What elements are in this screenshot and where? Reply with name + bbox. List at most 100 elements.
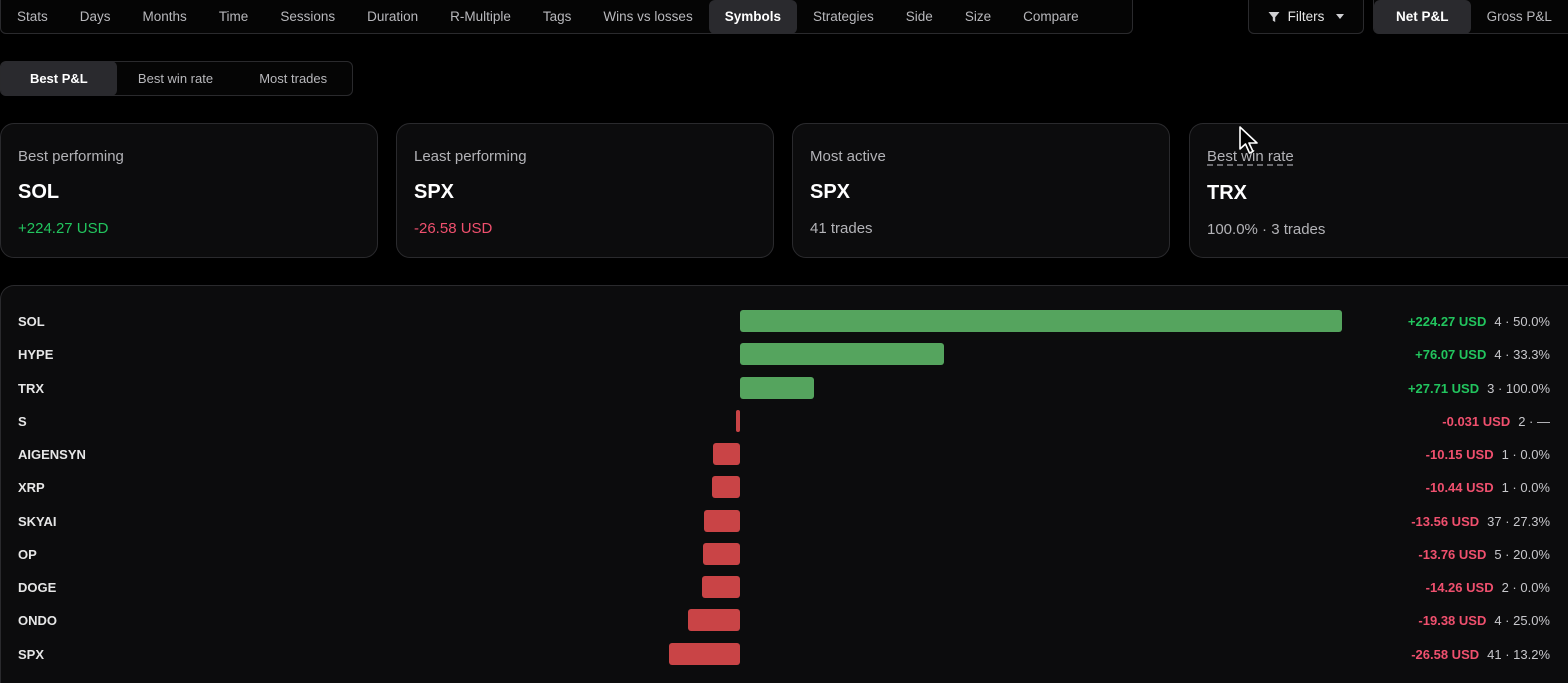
pnl-bar (703, 542, 740, 565)
pnl-value: +224.27 USD (1407, 314, 1487, 329)
symbol-label: HYPE (18, 347, 54, 363)
row-values: +224.27 USD 4 · 50.0% (1408, 305, 1550, 338)
pnl-value: -26.58 USD (1411, 646, 1480, 662)
tab-sessions[interactable]: Sessions (280, 9, 336, 24)
chart-row: SOL +224.27 USD 4 · 50.0% (1, 305, 1568, 338)
chart-row: XRP -10.44 USD 1 · 0.0% (1, 471, 1568, 504)
symbol-label: SPX (18, 646, 45, 662)
tab-tags[interactable]: Tags (542, 9, 572, 24)
card-value: SPX (810, 181, 851, 203)
symbol-label: OP (18, 546, 37, 562)
row-values: -26.58 USD 41 · 13.2% (1411, 638, 1550, 671)
symbol-label: S (18, 413, 27, 429)
sort-best-pnl[interactable]: Best P&L (1, 61, 117, 96)
card-label: Best performing (18, 148, 124, 165)
symbol-label: SKYAI (18, 513, 57, 529)
chart-row: TRX +27.71 USD 3 · 100.0% (1, 372, 1568, 405)
tab-months[interactable]: Months (142, 9, 187, 24)
sort-best-win-rate[interactable]: Best win rate (137, 71, 214, 86)
pnl-bar (687, 609, 740, 632)
chart-row: ONDO -19.38 USD 4 · 25.0% (1, 604, 1568, 637)
row-values: -13.56 USD 37 · 27.3% (1411, 505, 1550, 538)
trades-winrate: 37 · 27.3% (1487, 513, 1550, 529)
chart-row: OP -13.76 USD 5 · 20.0% (1, 538, 1568, 571)
pnl-bar (740, 310, 1342, 332)
card-most-active: Most active SPX 41 trades (792, 123, 1170, 258)
filters-button[interactable]: Filters (1248, 0, 1364, 34)
chart-row: AIGENSYN -10.15 USD 1 · 0.0% (1, 438, 1568, 471)
pnl-value: -19.38 USD (1418, 613, 1487, 629)
card-least-performing: Least performing SPX -26.58 USD (396, 123, 774, 258)
chart-row: DOGE -14.26 USD 2 · 0.0% (1, 571, 1568, 604)
trades-winrate: 2 · — (1518, 413, 1550, 429)
pnl-value: -10.15 USD (1425, 447, 1494, 462)
filter-icon (1268, 11, 1280, 22)
symbol-label: TRX (18, 380, 44, 396)
tab-r-multiple[interactable]: R-Multiple (450, 9, 511, 24)
pnl-value: -0.031 USD (1442, 413, 1511, 429)
row-values: -10.15 USD 1 · 0.0% (1426, 438, 1550, 471)
card-sub: -26.58 USD (414, 220, 493, 237)
trades-winrate: 2 · 0.0% (1501, 580, 1550, 595)
pnl-bar (711, 476, 740, 499)
tab-days[interactable]: Days (79, 9, 111, 24)
pnl-value: -13.76 USD (1418, 546, 1487, 562)
tab-wins-vs-losses[interactable]: Wins vs losses (603, 9, 693, 24)
symbol-label: DOGE (18, 580, 57, 595)
symbol-label: ONDO (18, 613, 57, 629)
row-values: -14.26 USD 2 · 0.0% (1426, 571, 1550, 604)
trades-winrate: 3 · 100.0% (1487, 380, 1550, 396)
chart-row: HYPE +76.07 USD 4 · 33.3% (1, 338, 1568, 371)
tab-side[interactable]: Side (905, 9, 933, 24)
pnl-bar (703, 509, 740, 532)
row-values: -10.44 USD 1 · 0.0% (1426, 471, 1550, 504)
card-value: TRX (1207, 182, 1247, 204)
trades-winrate: 4 · 33.3% (1494, 347, 1550, 363)
sort-most-trades[interactable]: Most trades (259, 71, 328, 86)
pnl-bar (740, 376, 815, 399)
pnl-value: -10.44 USD (1425, 480, 1494, 496)
chart-row: S -0.031 USD 2 · — (1, 405, 1568, 438)
filters-label: Filters (1287, 9, 1325, 24)
symbol-label: AIGENSYN (18, 447, 86, 462)
tab-stats[interactable]: Stats (17, 9, 48, 24)
card-label: Most active (810, 148, 886, 165)
tab-time[interactable]: Time (218, 9, 249, 24)
trades-winrate: 1 · 0.0% (1501, 480, 1550, 496)
row-values: -0.031 USD 2 · — (1442, 405, 1550, 438)
toggle-net-pnl[interactable]: Net P&L (1374, 0, 1471, 34)
card-sub: +224.27 USD (18, 220, 109, 237)
card-best-performing: Best performing SOL +224.27 USD (0, 123, 378, 258)
trades-winrate: 41 · 13.2% (1487, 646, 1550, 662)
card-sub: 100.0% · 3 trades (1207, 221, 1326, 238)
pnl-bar (740, 343, 945, 366)
symbol-label: XRP (18, 480, 45, 496)
card-label: Least performing (414, 148, 527, 165)
toggle-gross-pnl[interactable]: Gross P&L (1486, 9, 1552, 24)
row-values: +76.07 USD 4 · 33.3% (1415, 338, 1550, 371)
card-value: SOL (18, 181, 60, 203)
symbol-pnl-chart: SOL +224.27 USD 4 · 50.0% HYPE +76.07 USD 4 ·… (0, 285, 1568, 683)
trades-winrate: 4 · 25.0% (1494, 613, 1550, 629)
pnl-bar (712, 443, 740, 465)
tab-symbols[interactable]: Symbols (708, 0, 797, 34)
chart-row: SKYAI -13.56 USD 37 · 27.3% (1, 505, 1568, 538)
row-values: -13.76 USD 5 · 20.0% (1418, 538, 1550, 571)
mouse-cursor-icon (1239, 126, 1258, 154)
trades-winrate: 4 · 50.0% (1494, 314, 1550, 329)
chart-row: SPX -26.58 USD 41 · 13.2% (1, 638, 1568, 671)
pnl-value: +27.71 USD (1407, 380, 1480, 396)
tab-duration[interactable]: Duration (367, 9, 419, 24)
trades-winrate: 1 · 0.0% (1501, 447, 1550, 462)
tab-compare[interactable]: Compare (1023, 9, 1079, 24)
pnl-toggle: Net P&L Gross P&L (1373, 0, 1568, 34)
tab-strategies[interactable]: Strategies (812, 9, 874, 24)
tab-size[interactable]: Size (964, 9, 992, 24)
symbol-label: SOL (18, 314, 45, 329)
card-label-tooltip[interactable]: Best win rate (1207, 148, 1294, 165)
card-value: SPX (414, 181, 455, 203)
card-sub: 41 trades (810, 220, 873, 237)
row-values: +27.71 USD 3 · 100.0% (1408, 372, 1550, 405)
pnl-value: -14.26 USD (1425, 580, 1494, 595)
trades-winrate: 5 · 20.0% (1494, 546, 1550, 562)
